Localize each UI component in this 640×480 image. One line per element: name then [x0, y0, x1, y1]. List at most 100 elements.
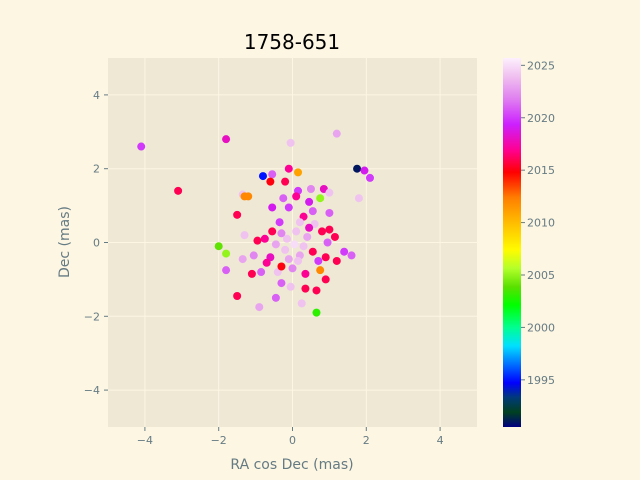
data-point: [247, 269, 256, 278]
data-point: [312, 286, 321, 295]
data-point: [258, 172, 267, 181]
data-point: [257, 268, 266, 277]
data-point: [292, 192, 301, 201]
data-point: [268, 170, 277, 179]
colorbar: [503, 58, 521, 427]
x-tick-label: 2: [363, 434, 370, 447]
data-point: [365, 173, 374, 182]
data-point: [260, 234, 269, 243]
data-point: [266, 177, 275, 186]
data-point: [332, 129, 341, 138]
data-point: [353, 164, 362, 173]
data-point: [284, 203, 293, 212]
colorbar-tick-label: 2025: [527, 59, 555, 72]
y-axis-label: Dec (mas): [57, 206, 73, 278]
data-point: [137, 142, 146, 151]
data-point: [294, 256, 303, 265]
data-point: [277, 262, 286, 271]
data-point: [284, 255, 293, 264]
data-point: [301, 269, 310, 278]
data-point: [330, 232, 339, 241]
x-tick-label: −2: [211, 434, 227, 447]
data-point: [360, 166, 369, 175]
chart-title: 1758-651: [244, 30, 340, 54]
colorbar-tick-label: 2020: [527, 112, 555, 125]
data-point: [314, 256, 323, 265]
data-point: [286, 282, 295, 291]
x-axis-label: RA cos Dec (mas): [230, 457, 353, 473]
data-point: [308, 247, 317, 256]
colorbar-tick-labels: 1995 2000 2005 2010 2015 2020 2025: [521, 59, 555, 387]
data-point: [325, 225, 334, 234]
data-point: [249, 251, 258, 260]
x-tick-labels: −4 −2 0 2 4: [137, 427, 444, 447]
data-point: [268, 203, 277, 212]
data-point: [295, 218, 304, 227]
data-point: [222, 135, 231, 144]
data-point: [286, 138, 295, 147]
data-point: [214, 242, 223, 251]
data-point: [299, 242, 308, 251]
y-tick-label: 4: [93, 89, 100, 102]
colorbar-tick-label: 2010: [527, 217, 555, 230]
data-point: [312, 308, 321, 317]
data-point: [271, 293, 280, 302]
y-tick-labels: −4 −2 0 2 4: [84, 89, 108, 397]
colorbar-tick-label: 2015: [527, 164, 555, 177]
data-point: [233, 210, 242, 219]
y-tick-label: −4: [84, 384, 100, 397]
data-point: [238, 255, 247, 264]
data-points: [137, 129, 374, 317]
data-point: [325, 188, 334, 197]
x-tick-label: 4: [437, 434, 444, 447]
data-point: [308, 207, 317, 216]
colorbar-tick-label: 2000: [527, 321, 555, 334]
data-point: [222, 266, 231, 275]
data-point: [301, 284, 310, 293]
data-point: [340, 247, 349, 256]
data-point: [292, 227, 301, 236]
data-point: [294, 168, 303, 177]
data-point: [279, 194, 288, 203]
data-point: [277, 279, 286, 288]
data-point: [332, 256, 341, 265]
data-point: [284, 164, 293, 173]
y-tick-label: 2: [93, 163, 100, 176]
data-point: [303, 232, 312, 241]
data-point: [354, 194, 363, 203]
data-point: [323, 238, 332, 247]
data-point: [321, 275, 330, 284]
data-point: [271, 240, 280, 249]
data-point: [305, 223, 314, 232]
data-point: [222, 249, 231, 258]
data-point: [262, 258, 271, 267]
data-point: [288, 264, 297, 273]
data-point: [282, 234, 291, 243]
data-point: [318, 227, 327, 236]
data-point: [325, 208, 334, 217]
data-point: [255, 303, 264, 312]
colorbar-tick-label: 2005: [527, 269, 555, 282]
data-point: [347, 251, 356, 260]
data-point: [290, 240, 299, 249]
data-point: [277, 229, 286, 238]
data-point: [297, 299, 306, 308]
data-point: [268, 227, 277, 236]
data-point: [240, 231, 249, 240]
data-point: [316, 194, 325, 203]
y-tick-label: 0: [93, 237, 100, 250]
data-point: [240, 192, 249, 201]
x-tick-label: −4: [137, 434, 153, 447]
data-point: [281, 177, 290, 186]
colorbar-tick-label: 1995: [527, 374, 555, 387]
data-point: [305, 197, 314, 206]
data-point: [321, 253, 330, 262]
data-point: [233, 292, 242, 301]
data-point: [316, 266, 325, 275]
y-tick-label: −2: [84, 310, 100, 323]
data-point: [281, 245, 290, 254]
data-point: [275, 218, 284, 227]
data-point: [174, 186, 183, 195]
data-point: [253, 236, 262, 245]
